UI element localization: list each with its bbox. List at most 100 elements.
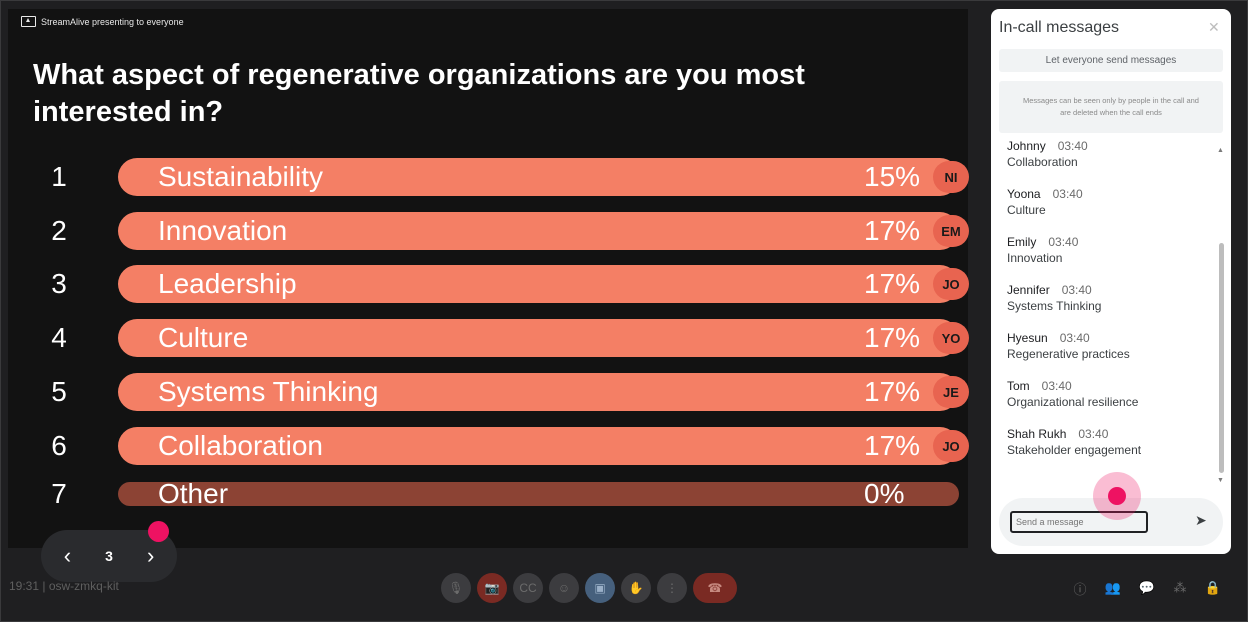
option-number: 1 (51, 161, 67, 192)
close-icon[interactable]: ✕ (1208, 19, 1220, 35)
poll-option-6: 6 JO Collaboration 17% (8, 427, 969, 465)
option-percent: 17% (864, 215, 921, 246)
message-list: Johnny 03:40 Collaboration Yoona 03:40 Cul… (1007, 139, 1207, 475)
message-text: Regenerative practices (1007, 347, 1130, 361)
option-bar (118, 482, 959, 506)
message-input[interactable] (1010, 511, 1148, 533)
option-bar: YO (118, 319, 969, 357)
present-icon: ▣ (594, 581, 606, 595)
message-time: 03:40 (1052, 187, 1083, 201)
chat-notice-text: Messages can be seen only by people in t… (1023, 96, 1199, 117)
chat-button[interactable]: 💬 (1135, 576, 1159, 600)
sender-name: Shah Rukh (1007, 427, 1067, 441)
meeting-details-button[interactable]: ⓘ (1068, 576, 1092, 600)
message-text: Stakeholder engagement (1007, 443, 1142, 457)
emoji-icon: ☺ (557, 581, 571, 595)
option-number: 3 (51, 268, 67, 299)
poll-option-1: 1 NI Sustainability 15% (8, 158, 969, 196)
message-time: 03:40 (1059, 331, 1090, 345)
activities-button[interactable]: ⁂ (1168, 576, 1192, 600)
option-number: 6 (51, 430, 67, 461)
mic-icon: 🎙 (448, 581, 464, 595)
scrollbar-thumb[interactable] (1219, 243, 1224, 473)
message-text: Systems Thinking (1007, 299, 1102, 313)
sender-name: Emily (1007, 235, 1037, 249)
poll-option-3: 3 JO Leadership 17% (8, 265, 969, 303)
sender-name: Jennifer (1007, 283, 1050, 297)
voter-badge: JO (933, 268, 969, 300)
chat-panel-title: In-call messages (999, 19, 1120, 36)
voter-badge: EM (933, 215, 969, 247)
emoji-button[interactable]: ☺ (549, 573, 579, 603)
next-slide-button[interactable]: › (146, 543, 155, 568)
host-controls-button[interactable]: 🔒 (1201, 576, 1225, 600)
option-percent: 17% (864, 322, 921, 353)
option-percent: 0% (864, 478, 905, 509)
poll-option-4: 4 YO Culture 17% (8, 319, 969, 357)
voter-badge: JO (933, 430, 969, 462)
captions-icon: CC (519, 581, 537, 595)
previous-slide-button[interactable]: ‹ (63, 543, 72, 568)
voter-badge: NI (933, 161, 969, 193)
click-indicator-dot (148, 521, 169, 542)
option-bar: EM (118, 212, 969, 250)
option-percent: 17% (864, 376, 921, 407)
camera-off-icon: 📷 (484, 581, 500, 595)
option-number: 7 (51, 478, 67, 509)
more-vert-icon: ⋮ (666, 581, 678, 595)
message-time: 03:40 (1057, 139, 1088, 153)
allow-messages-toggle[interactable]: Let everyone send messages (999, 49, 1223, 72)
activities-icon: ⁂ (1173, 580, 1187, 595)
chat-message: Jennifer 03:40 Systems Thinking (1007, 283, 1207, 331)
presenting-indicator: StreamAlive presenting to everyone (21, 16, 184, 27)
mic-button[interactable]: 🎙 (441, 573, 471, 603)
chat-message: Tom 03:40 Organizational resilience (1007, 379, 1207, 427)
option-number: 4 (51, 322, 67, 353)
option-percent: 15% (864, 161, 921, 192)
voter-badge: YO (933, 322, 969, 354)
people-icon: 👥 (1104, 580, 1122, 595)
option-number: 5 (51, 376, 67, 407)
option-percent: 17% (864, 268, 921, 299)
chat-message: Yoona 03:40 Culture (1007, 187, 1207, 235)
scroll-down-icon[interactable]: ▼ (1217, 477, 1224, 484)
slide-number: 3 (105, 548, 113, 564)
option-percent: 17% (864, 430, 921, 461)
poll-option-7: 7 Other 0% (8, 475, 968, 513)
leave-call-button[interactable]: ☎ (693, 573, 737, 603)
meeting-toolbar: 19:31 | osw-zmkq-kit 🎙 📷 CC ☺ ▣ ✋ ⋮ ☎ ⓘ … (0, 554, 1248, 620)
option-bar: JO (118, 265, 969, 303)
message-time: 03:40 (1041, 379, 1072, 393)
more-options-button[interactable]: ⋮ (657, 573, 687, 603)
poll-question: What aspect of regenerative organization… (33, 59, 805, 128)
chat-notice: Messages can be seen only by people in t… (999, 81, 1223, 133)
message-time: 03:40 (1048, 235, 1079, 249)
message-time: 03:40 (1078, 427, 1109, 441)
presentation-stage: StreamAlive presenting to everyone What … (8, 9, 969, 548)
option-number: 2 (51, 215, 67, 246)
send-icon[interactable]: ➤ (1195, 512, 1207, 528)
message-scrollbar[interactable]: ▲ ▼ (1217, 147, 1225, 487)
chat-message: Emily 03:40 Innovation (1007, 235, 1207, 283)
option-label: Culture (158, 322, 249, 353)
message-time: 03:40 (1061, 283, 1092, 297)
scroll-up-icon[interactable]: ▲ (1217, 147, 1224, 154)
option-label: Innovation (158, 215, 288, 246)
captions-button[interactable]: CC (513, 573, 543, 603)
option-label: Systems Thinking (158, 376, 379, 407)
raise-hand-button[interactable]: ✋ (621, 573, 651, 603)
info-icon: ⓘ (1073, 581, 1087, 597)
present-button[interactable]: ▣ (585, 573, 615, 603)
people-button[interactable]: 👥 (1101, 576, 1125, 600)
chat-message: Hyesun 03:40 Regenerative practices (1007, 331, 1207, 379)
option-bar: JO (118, 427, 969, 465)
sender-name: Yoona (1007, 187, 1041, 201)
present-screen-icon (21, 16, 36, 27)
sender-name: Tom (1007, 379, 1030, 393)
option-bar: NI (118, 158, 969, 196)
hand-icon: ✋ (628, 581, 644, 595)
sender-name: Johnny (1007, 139, 1046, 153)
chat-panel: In-call messages ✕ Let everyone send mes… (991, 9, 1231, 554)
camera-button[interactable]: 📷 (477, 573, 507, 603)
chat-message: Shah Rukh 03:40 Stakeholder engagement (1007, 427, 1207, 475)
